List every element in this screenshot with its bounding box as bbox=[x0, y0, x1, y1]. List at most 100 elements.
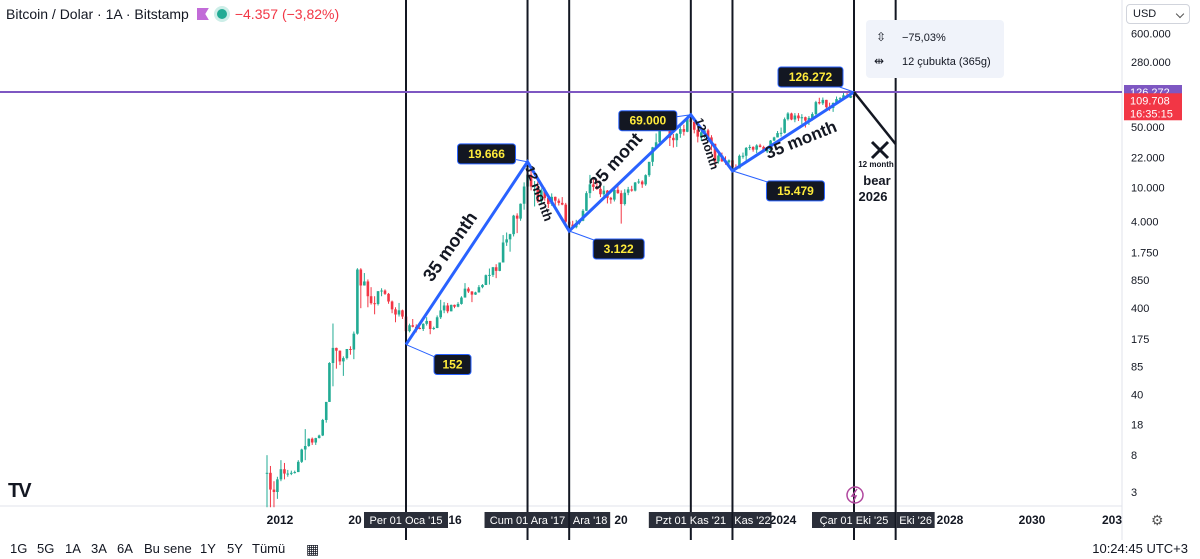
candle-body bbox=[595, 186, 599, 189]
candle-body bbox=[349, 348, 352, 350]
chart-annotation: 35 month bbox=[762, 117, 839, 163]
x-tick-label: 2030 bbox=[1019, 513, 1046, 527]
measure-tooltip: ⇳ −75,03% ⇹ 12 çubukta (365g) bbox=[866, 20, 1004, 78]
y-tick-label: 40 bbox=[1131, 390, 1143, 402]
timeframe-6a[interactable]: 6A bbox=[117, 541, 133, 556]
marker-date-label: Per 01 Oca '15 bbox=[369, 515, 442, 527]
y-tick-label: 22.000 bbox=[1131, 153, 1165, 165]
candle-body bbox=[522, 186, 526, 204]
candle-body bbox=[807, 117, 811, 121]
symbol-title[interactable]: Bitcoin / Dolar · 1A · Bitstamp bbox=[6, 6, 189, 22]
callout-label: 15.479 bbox=[777, 184, 814, 198]
candle-body bbox=[744, 147, 748, 156]
timeframe-3a[interactable]: 3A bbox=[91, 541, 107, 556]
timeframe-5y[interactable]: 5Y bbox=[227, 541, 243, 556]
calendar-icon[interactable]: ▦ bbox=[306, 541, 320, 557]
y-tick-label: 850 bbox=[1131, 275, 1149, 287]
candle-body bbox=[512, 215, 515, 235]
candle-body bbox=[338, 350, 342, 362]
candle-body bbox=[748, 146, 752, 148]
marker-date-label: Eki '26 bbox=[899, 515, 932, 527]
candle-body bbox=[428, 320, 432, 329]
candle-body bbox=[401, 310, 404, 317]
y-tick-label: 50.000 bbox=[1131, 122, 1165, 134]
candle-body bbox=[672, 137, 675, 141]
price-chart[interactable]: 600.000280.000120.00050.00022.00010.0004… bbox=[0, 0, 1200, 540]
timeframe-all[interactable]: Tümü bbox=[252, 541, 286, 556]
timeframe-5g[interactable]: 5G bbox=[37, 541, 55, 556]
callout-label: 152 bbox=[442, 358, 462, 372]
forecast-line bbox=[853, 91, 897, 145]
candle-body bbox=[293, 472, 297, 474]
candle-body bbox=[397, 310, 401, 315]
candle-body bbox=[849, 95, 852, 98]
candle-body bbox=[356, 269, 359, 334]
candle-body bbox=[342, 358, 345, 362]
candle-body bbox=[463, 288, 467, 298]
timeframe-1y[interactable]: 1Y bbox=[200, 541, 216, 556]
candle-body bbox=[505, 239, 508, 243]
candle-body bbox=[286, 473, 290, 475]
candle-body bbox=[790, 113, 793, 120]
candle-body bbox=[717, 155, 720, 162]
callout-label: 69.000 bbox=[629, 114, 666, 128]
bottom-toolbar: 1G 5G 1A 3A 6A Bu sene 1Y 5Y Tümü ▦ 10:2… bbox=[0, 540, 1200, 559]
candle-body bbox=[564, 204, 568, 222]
candle-body bbox=[700, 132, 703, 137]
y-tick-label: 4.000 bbox=[1131, 217, 1159, 229]
x-tick-label: 20 bbox=[614, 513, 628, 527]
candle-body bbox=[637, 181, 640, 183]
timeframe-ytd[interactable]: Bu sene bbox=[144, 541, 192, 556]
y-tick-label: 1.750 bbox=[1131, 248, 1159, 260]
callout-box bbox=[433, 354, 472, 376]
candle-body bbox=[738, 155, 741, 169]
candle-body bbox=[529, 174, 533, 187]
candle-body bbox=[533, 186, 536, 188]
candle-body bbox=[453, 304, 456, 307]
y-tick-label: 600.000 bbox=[1131, 28, 1171, 40]
measure-bars: 12 çubukta (365g) bbox=[902, 56, 991, 68]
candle-body bbox=[411, 325, 415, 327]
candle-body bbox=[494, 267, 498, 271]
candle-body bbox=[477, 287, 481, 293]
callout-box bbox=[592, 238, 645, 260]
candle-body bbox=[602, 190, 606, 195]
candle-body bbox=[387, 293, 390, 302]
candle-body bbox=[425, 320, 428, 324]
candle-body bbox=[501, 242, 505, 263]
candle-body bbox=[380, 290, 383, 292]
candle-body bbox=[265, 472, 269, 474]
candle-body bbox=[616, 189, 620, 194]
chart-annotation: 2026 bbox=[859, 189, 888, 204]
candle-body bbox=[599, 188, 602, 195]
marker-date-box bbox=[648, 512, 733, 528]
candle-body bbox=[446, 305, 449, 312]
timeframe-1a[interactable]: 1A bbox=[65, 541, 81, 556]
candle-body bbox=[814, 102, 818, 115]
symbol-header: Bitcoin / Dolar · 1A · Bitstamp −4.357 (… bbox=[6, 6, 339, 22]
candle-body bbox=[741, 155, 745, 157]
candle-body bbox=[324, 401, 328, 420]
candle-body bbox=[682, 129, 686, 132]
currency-select[interactable]: USD bbox=[1126, 4, 1190, 24]
candle-body bbox=[498, 262, 501, 271]
candle-body bbox=[335, 347, 338, 351]
candle-body bbox=[394, 309, 397, 315]
candle-body bbox=[685, 119, 689, 132]
tradingview-logo[interactable]: TV bbox=[8, 480, 32, 502]
candle-body bbox=[359, 269, 363, 286]
candle-body bbox=[408, 325, 411, 332]
height-icon: ⇳ bbox=[876, 30, 887, 44]
gear-icon[interactable]: ⚙ bbox=[1151, 512, 1164, 528]
x-tick-label: 2028 bbox=[937, 513, 964, 527]
candle-body bbox=[842, 95, 845, 99]
candle-body bbox=[418, 328, 421, 330]
candle-body bbox=[696, 129, 700, 137]
flag-icon[interactable] bbox=[196, 8, 209, 20]
callout-box bbox=[618, 110, 678, 132]
candle-body bbox=[751, 146, 755, 150]
candle-body bbox=[818, 102, 821, 104]
marker-date-box bbox=[812, 512, 896, 528]
timeframe-1g[interactable]: 1G bbox=[10, 541, 28, 556]
